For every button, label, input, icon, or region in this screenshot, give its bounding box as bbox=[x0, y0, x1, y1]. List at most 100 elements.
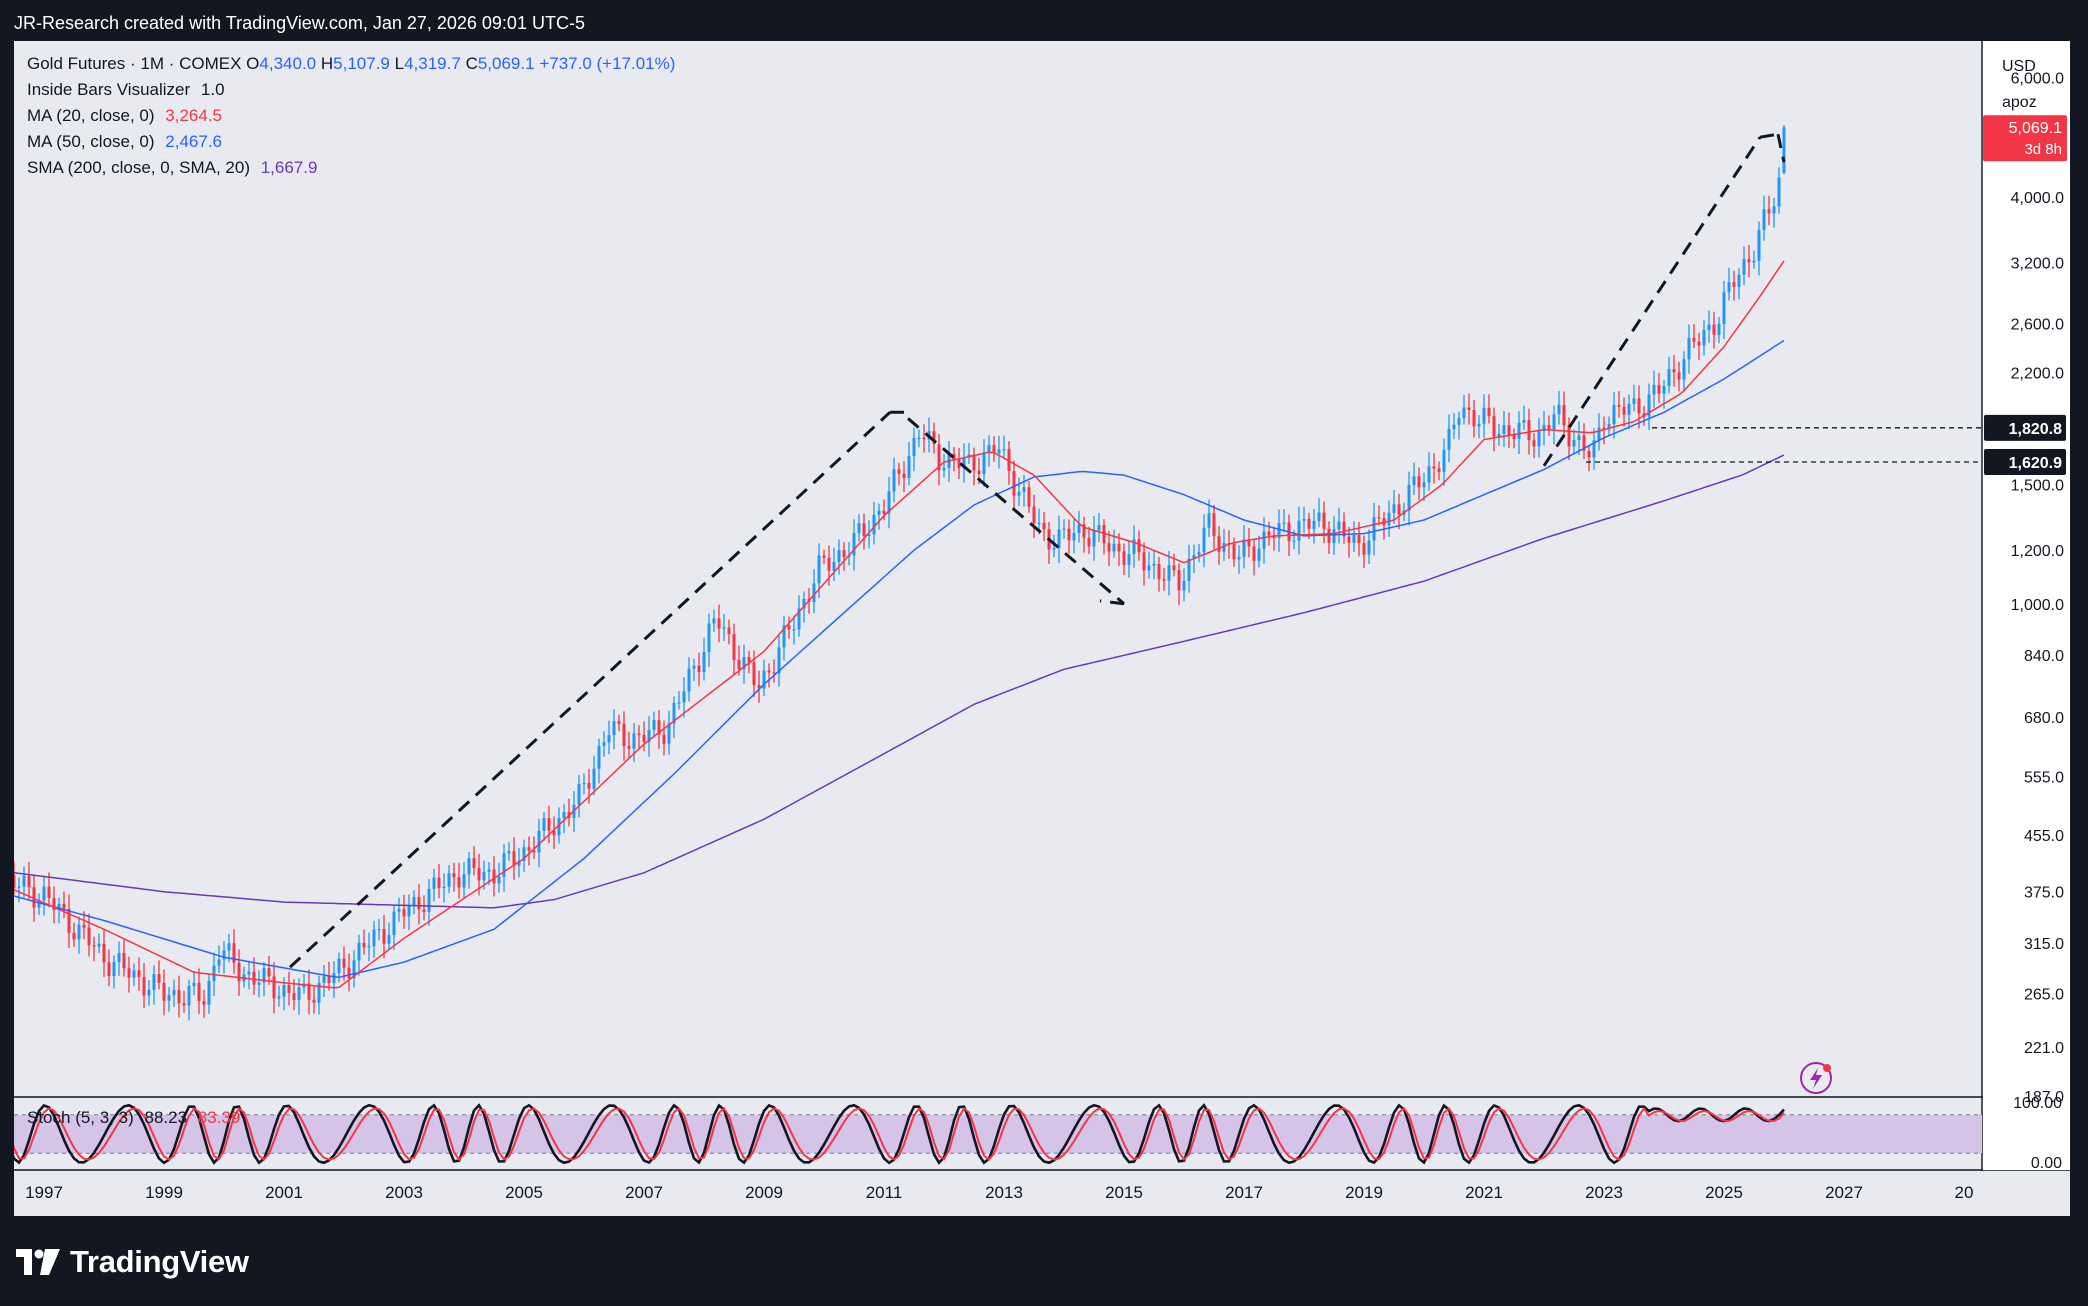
candle-body bbox=[1162, 579, 1166, 581]
chart-canvas[interactable]: 6,000.0 4,000.0 3,200.0 2,600.0 2,200.0 1,500… bbox=[14, 41, 2070, 1216]
candle-body bbox=[1142, 552, 1146, 571]
candle-body bbox=[162, 982, 166, 1001]
trend-line bbox=[907, 417, 1125, 605]
ma50-line bbox=[14, 339, 1785, 979]
indicator-row-ma50[interactable]: MA (50, close, 0) 2,467.6 bbox=[27, 129, 675, 155]
stoch-d-value: 83.39 bbox=[197, 1108, 241, 1127]
level-price-label: 1,820.8 bbox=[2009, 421, 2062, 438]
candle-body bbox=[1342, 521, 1346, 537]
level-price-tag bbox=[1984, 448, 2066, 475]
candle-body bbox=[912, 438, 916, 457]
candle-body bbox=[1062, 528, 1066, 530]
candle-body bbox=[827, 557, 831, 571]
candle-body bbox=[1282, 522, 1286, 524]
candle-body bbox=[627, 745, 631, 749]
candle-body bbox=[397, 909, 401, 912]
candle-body bbox=[1492, 416, 1496, 437]
candle-body bbox=[202, 1000, 206, 1005]
indicator-row-inside-bars[interactable]: Inside Bars Visualizer 1.0 bbox=[27, 77, 675, 103]
candle-body bbox=[342, 958, 346, 968]
candle-body bbox=[892, 469, 896, 492]
candle-body bbox=[707, 623, 711, 652]
candle-body bbox=[367, 946, 371, 948]
candle-body bbox=[897, 469, 901, 474]
indicator-row-ma20[interactable]: MA (20, close, 0) 3,264.5 bbox=[27, 103, 675, 129]
candle-body bbox=[622, 723, 626, 746]
candle-body bbox=[142, 977, 146, 996]
candle-body bbox=[1122, 551, 1126, 565]
open-label: O bbox=[246, 54, 260, 73]
candle-body bbox=[1617, 405, 1621, 407]
candle-body bbox=[182, 1003, 186, 1006]
candle-body bbox=[797, 608, 801, 630]
candle-body bbox=[467, 858, 471, 875]
candle-body bbox=[612, 721, 616, 736]
candle-body bbox=[907, 456, 911, 479]
candle-body bbox=[407, 905, 411, 917]
candle-body bbox=[262, 968, 266, 983]
chart-frame[interactable]: 6,000.0 4,000.0 3,200.0 2,600.0 2,200.0 1,500… bbox=[14, 41, 2070, 1216]
indicator-name: MA (20, close, 0) bbox=[27, 106, 155, 125]
candle-body bbox=[1172, 565, 1176, 571]
candle-body bbox=[312, 999, 316, 1003]
candle-body bbox=[652, 720, 656, 730]
candle-body bbox=[882, 510, 886, 514]
time-tick-label: 1999 bbox=[145, 1183, 183, 1202]
candle-body bbox=[557, 818, 561, 836]
candle-body bbox=[1592, 440, 1596, 458]
time-tick-label: 1997 bbox=[25, 1183, 63, 1202]
candle-body bbox=[1072, 533, 1076, 541]
candle-body bbox=[1327, 528, 1331, 544]
candle-body bbox=[1507, 425, 1511, 435]
price-tick-label: 221.0 bbox=[2024, 1040, 2064, 1057]
countdown-label: 3d 8h bbox=[2024, 141, 2062, 158]
symbol-name[interactable]: Gold Futures · 1M · COMEX bbox=[27, 54, 242, 73]
candle-body bbox=[362, 942, 366, 948]
lightning-icon bbox=[1800, 1062, 1832, 1094]
time-axis bbox=[14, 1171, 2070, 1216]
candle-body bbox=[1107, 543, 1111, 552]
candle-body bbox=[1707, 324, 1711, 331]
candle-body bbox=[712, 618, 716, 624]
candle-body bbox=[267, 968, 271, 977]
time-tick-label: 2001 bbox=[265, 1183, 303, 1202]
candle-body bbox=[402, 909, 406, 917]
candle-body bbox=[372, 929, 376, 947]
candle-body bbox=[1292, 540, 1296, 542]
price-tick-label: 1,000.0 bbox=[2011, 597, 2064, 614]
candle-body bbox=[1482, 407, 1486, 424]
candle-body bbox=[1782, 127, 1786, 173]
candle-body bbox=[1042, 522, 1046, 530]
legend-symbol-row[interactable]: Gold Futures · 1M · COMEX O4,340.0 H5,10… bbox=[27, 51, 675, 77]
candle-body bbox=[852, 533, 856, 556]
candle-body bbox=[787, 625, 791, 630]
candle-body bbox=[462, 874, 466, 888]
time-tick-label: 20 bbox=[1955, 1183, 1974, 1202]
candle-body bbox=[32, 887, 36, 908]
indicator-row-sma200[interactable]: SMA (200, close, 0, SMA, 20) 1,667.9 bbox=[27, 155, 675, 181]
tradingview-logo-icon bbox=[16, 1249, 60, 1275]
candle-body bbox=[1697, 341, 1701, 346]
stoch-legend[interactable]: Stoch (5, 3, 3) 88.23 83.39 bbox=[27, 1108, 240, 1128]
candle-body bbox=[1452, 424, 1456, 429]
candle-body bbox=[642, 734, 646, 742]
last-price-label: 5,069.1 bbox=[2009, 120, 2062, 137]
candle-body bbox=[1447, 428, 1451, 450]
time-tick-label: 2005 bbox=[505, 1183, 543, 1202]
candle-body bbox=[1317, 512, 1321, 521]
stoch-tick-label: 100.00 bbox=[2013, 1095, 2062, 1112]
candle-body bbox=[1777, 177, 1781, 207]
candle-body bbox=[1512, 434, 1516, 439]
time-tick-label: 2023 bbox=[1585, 1183, 1623, 1202]
candle-body bbox=[657, 720, 661, 735]
price-tick-label: 315.0 bbox=[2024, 936, 2064, 953]
candle-body bbox=[122, 953, 126, 969]
candle-body bbox=[82, 924, 86, 928]
trend-line bbox=[1542, 136, 1762, 467]
candle-body bbox=[592, 768, 596, 789]
candle-body bbox=[1487, 407, 1491, 417]
candle-body bbox=[1252, 546, 1256, 561]
candle-body bbox=[1552, 414, 1556, 430]
candle-body bbox=[1322, 512, 1326, 529]
candle-body bbox=[872, 514, 876, 535]
